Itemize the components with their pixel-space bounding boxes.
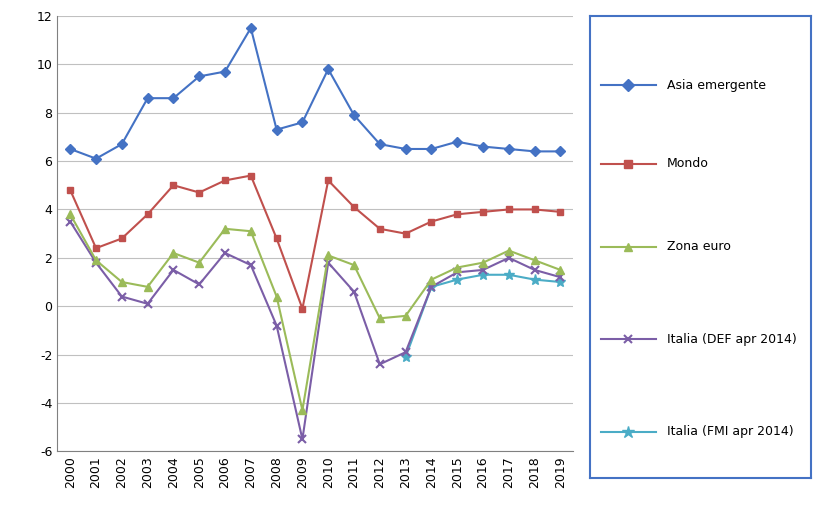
Italia (DEF apr 2014) xyxy=(272,322,282,329)
Italia (DEF apr 2014) xyxy=(324,260,333,266)
Mondo xyxy=(117,235,127,242)
Mondo xyxy=(169,182,179,189)
Zona euro xyxy=(349,262,359,268)
Mondo xyxy=(555,209,565,215)
Italia (DEF apr 2014) xyxy=(504,255,514,261)
Mondo xyxy=(143,211,152,218)
Italia (DEF apr 2014) xyxy=(66,218,75,225)
Mondo xyxy=(530,206,540,212)
Italia (DEF apr 2014) xyxy=(169,267,179,273)
Mondo xyxy=(91,245,101,251)
Asia emergente xyxy=(555,148,565,155)
Text: Mondo: Mondo xyxy=(667,157,709,170)
Zona euro xyxy=(91,257,101,263)
Text: Italia (DEF apr 2014): Italia (DEF apr 2014) xyxy=(667,333,797,346)
Asia emergente xyxy=(220,68,230,75)
Asia emergente xyxy=(143,95,152,101)
Zona euro xyxy=(143,284,152,290)
Mondo xyxy=(452,211,462,218)
Zona euro xyxy=(504,247,514,254)
Italia (FMI apr 2014) xyxy=(400,354,410,360)
Zona euro xyxy=(194,260,204,266)
Italia (FMI apr 2014) xyxy=(452,277,462,283)
Zona euro xyxy=(427,277,437,283)
Zona euro xyxy=(220,226,230,232)
Italia (DEF apr 2014) xyxy=(375,361,385,367)
Italia (DEF apr 2014) xyxy=(452,269,462,276)
Italia (DEF apr 2014) xyxy=(91,260,101,266)
Text: Italia (FMI apr 2014): Italia (FMI apr 2014) xyxy=(667,425,794,438)
Mondo xyxy=(194,190,204,196)
Asia emergente xyxy=(117,141,127,147)
Asia emergente xyxy=(324,66,333,72)
Zona euro xyxy=(530,257,540,263)
Zona euro xyxy=(324,252,333,259)
Italia (FMI apr 2014) xyxy=(478,271,488,278)
Asia emergente xyxy=(194,73,204,80)
Italia (FMI apr 2014) xyxy=(504,271,514,278)
Asia emergente xyxy=(66,146,75,152)
Mondo xyxy=(297,305,307,312)
Italia (DEF apr 2014) xyxy=(427,284,437,290)
Asia emergente xyxy=(504,146,514,152)
Mondo xyxy=(324,177,333,184)
Italia (DEF apr 2014) xyxy=(143,301,152,307)
Italia (DEF apr 2014) xyxy=(297,436,307,442)
Zona euro xyxy=(452,264,462,271)
Italia (DEF apr 2014) xyxy=(220,250,230,256)
Zona euro xyxy=(400,313,410,319)
Mondo xyxy=(400,230,410,237)
Line: Asia emergente: Asia emergente xyxy=(67,24,563,162)
Text: Asia emergente: Asia emergente xyxy=(667,79,766,92)
Zona euro xyxy=(375,315,385,321)
Zona euro xyxy=(246,228,256,234)
Italia (DEF apr 2014) xyxy=(117,293,127,299)
Line: Italia (DEF apr 2014): Italia (DEF apr 2014) xyxy=(66,217,564,443)
Asia emergente xyxy=(452,139,462,145)
Zona euro xyxy=(272,293,282,299)
Zona euro xyxy=(169,250,179,256)
Asia emergente xyxy=(272,126,282,133)
Text: Zona euro: Zona euro xyxy=(667,241,731,253)
Zona euro xyxy=(66,211,75,218)
Italia (FMI apr 2014) xyxy=(427,284,437,290)
Asia emergente xyxy=(375,141,385,147)
Italia (DEF apr 2014) xyxy=(530,267,540,273)
Line: Mondo: Mondo xyxy=(67,172,563,312)
Italia (DEF apr 2014) xyxy=(194,281,204,288)
Zona euro xyxy=(478,260,488,266)
Mondo xyxy=(272,235,282,242)
Line: Zona euro: Zona euro xyxy=(66,210,564,414)
Asia emergente xyxy=(91,156,101,162)
Asia emergente xyxy=(297,119,307,125)
Mondo xyxy=(220,177,230,184)
Zona euro xyxy=(555,267,565,273)
Italia (FMI apr 2014) xyxy=(555,279,565,285)
Mondo xyxy=(375,226,385,232)
Asia emergente xyxy=(349,112,359,118)
Line: Italia (FMI apr 2014): Italia (FMI apr 2014) xyxy=(400,269,566,363)
Italia (DEF apr 2014) xyxy=(478,267,488,273)
Mondo xyxy=(246,173,256,179)
Italia (FMI apr 2014) xyxy=(530,277,540,283)
Asia emergente xyxy=(427,146,437,152)
Mondo xyxy=(427,218,437,225)
Mondo xyxy=(349,204,359,210)
Asia emergente xyxy=(169,95,179,101)
Italia (DEF apr 2014) xyxy=(246,262,256,268)
Italia (DEF apr 2014) xyxy=(349,288,359,295)
Italia (DEF apr 2014) xyxy=(400,349,410,355)
Mondo xyxy=(66,187,75,193)
Mondo xyxy=(478,209,488,215)
Asia emergente xyxy=(246,25,256,31)
Zona euro xyxy=(117,279,127,285)
Zona euro xyxy=(297,407,307,414)
Italia (DEF apr 2014) xyxy=(555,274,565,280)
Asia emergente xyxy=(478,143,488,150)
Mondo xyxy=(504,206,514,212)
Asia emergente xyxy=(530,148,540,155)
Asia emergente xyxy=(400,146,410,152)
